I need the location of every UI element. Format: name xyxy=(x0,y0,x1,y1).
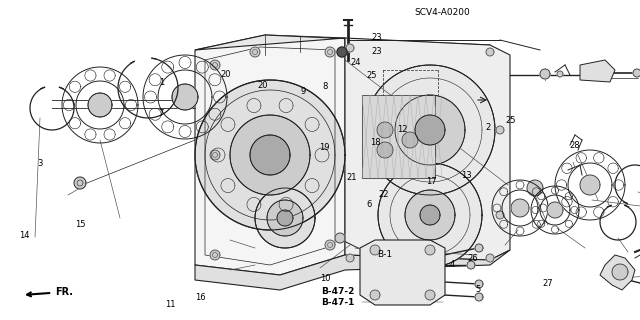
Polygon shape xyxy=(496,211,504,219)
Polygon shape xyxy=(557,71,563,77)
Polygon shape xyxy=(425,245,435,255)
Text: 23: 23 xyxy=(371,33,382,42)
Text: SCV4-A0200: SCV4-A0200 xyxy=(415,8,470,17)
Text: 21: 21 xyxy=(347,173,357,182)
Text: FR.: FR. xyxy=(27,287,73,297)
Polygon shape xyxy=(580,175,600,195)
Polygon shape xyxy=(250,47,260,57)
Text: 24: 24 xyxy=(351,58,361,67)
Polygon shape xyxy=(633,69,640,77)
Polygon shape xyxy=(345,38,510,260)
Text: B-47-1: B-47-1 xyxy=(321,298,355,307)
Polygon shape xyxy=(425,290,435,300)
Polygon shape xyxy=(600,255,635,290)
Text: 7: 7 xyxy=(159,109,164,118)
Polygon shape xyxy=(88,93,112,117)
Polygon shape xyxy=(325,240,335,250)
Text: 3: 3 xyxy=(37,159,42,168)
Text: 8: 8 xyxy=(322,82,327,91)
Text: 1: 1 xyxy=(159,78,164,87)
Polygon shape xyxy=(370,290,380,300)
Polygon shape xyxy=(195,35,345,275)
Polygon shape xyxy=(377,122,393,138)
Text: 14: 14 xyxy=(19,231,29,240)
Polygon shape xyxy=(210,150,220,160)
Polygon shape xyxy=(395,95,465,165)
Text: 2: 2 xyxy=(485,123,490,132)
Polygon shape xyxy=(377,142,393,158)
Polygon shape xyxy=(267,200,303,236)
Polygon shape xyxy=(195,250,510,290)
Polygon shape xyxy=(612,264,628,280)
Text: 18: 18 xyxy=(370,138,381,147)
Polygon shape xyxy=(405,190,455,240)
Text: 23: 23 xyxy=(371,47,382,56)
Polygon shape xyxy=(527,180,543,196)
Polygon shape xyxy=(402,132,418,148)
Polygon shape xyxy=(370,245,380,255)
Text: 15: 15 xyxy=(76,220,86,228)
Polygon shape xyxy=(360,240,445,305)
Text: 20: 20 xyxy=(221,70,231,79)
Text: 28: 28 xyxy=(570,141,580,150)
Text: B-1: B-1 xyxy=(378,250,393,259)
Text: 5: 5 xyxy=(475,285,480,294)
Text: B-47-2: B-47-2 xyxy=(321,287,355,296)
Polygon shape xyxy=(277,210,293,226)
Polygon shape xyxy=(255,188,315,248)
Polygon shape xyxy=(172,84,198,110)
Text: 20: 20 xyxy=(257,81,268,90)
Text: 22: 22 xyxy=(379,190,389,199)
Polygon shape xyxy=(540,69,550,79)
Text: 26: 26 xyxy=(467,254,478,263)
Polygon shape xyxy=(346,254,354,262)
Text: 6: 6 xyxy=(366,200,371,209)
Polygon shape xyxy=(195,80,345,230)
Polygon shape xyxy=(415,115,445,145)
Text: 25: 25 xyxy=(506,116,516,124)
Text: 13: 13 xyxy=(461,171,472,180)
Polygon shape xyxy=(362,95,435,178)
Polygon shape xyxy=(195,35,490,60)
Text: 12: 12 xyxy=(397,125,407,134)
Text: 10: 10 xyxy=(320,274,330,283)
Polygon shape xyxy=(346,44,354,52)
Polygon shape xyxy=(511,199,529,217)
Polygon shape xyxy=(467,261,475,269)
Polygon shape xyxy=(250,135,290,175)
Text: 4: 4 xyxy=(449,260,454,269)
Polygon shape xyxy=(580,60,615,82)
Polygon shape xyxy=(496,126,504,134)
Text: 11: 11 xyxy=(165,300,175,309)
Text: 16: 16 xyxy=(195,293,206,302)
Text: 27: 27 xyxy=(543,279,554,288)
Polygon shape xyxy=(74,177,86,189)
Polygon shape xyxy=(420,205,440,225)
Text: 25: 25 xyxy=(366,71,376,80)
Polygon shape xyxy=(337,47,347,57)
Polygon shape xyxy=(475,280,483,288)
Polygon shape xyxy=(486,254,494,262)
Text: 17: 17 xyxy=(426,177,436,186)
Text: 9: 9 xyxy=(301,87,306,96)
Polygon shape xyxy=(378,163,482,267)
Polygon shape xyxy=(210,250,220,260)
Text: 19: 19 xyxy=(319,143,329,152)
Polygon shape xyxy=(210,60,220,70)
Polygon shape xyxy=(335,233,345,243)
Polygon shape xyxy=(486,48,494,56)
Polygon shape xyxy=(475,293,483,301)
Polygon shape xyxy=(365,65,495,195)
Polygon shape xyxy=(547,202,563,218)
Polygon shape xyxy=(230,115,310,195)
Polygon shape xyxy=(325,47,335,57)
Polygon shape xyxy=(475,244,483,252)
